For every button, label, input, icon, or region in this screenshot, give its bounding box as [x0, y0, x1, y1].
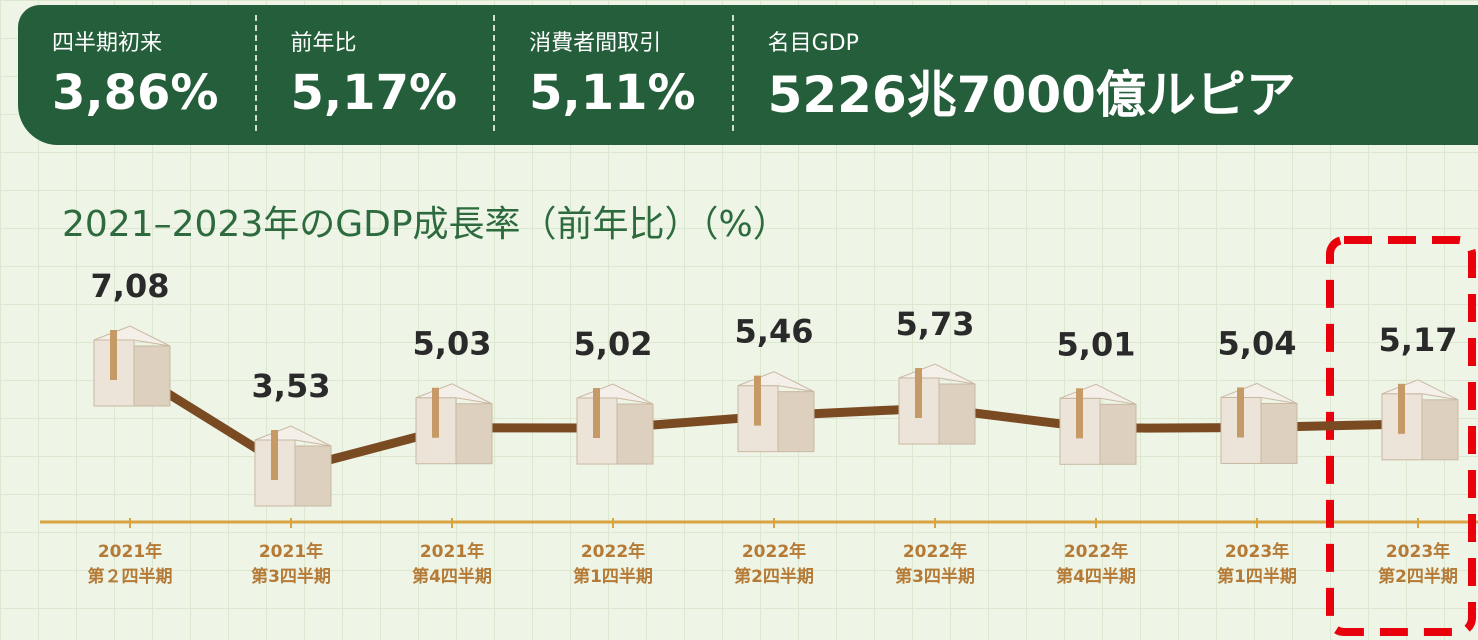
box-front	[1422, 400, 1458, 460]
box-front	[617, 404, 653, 464]
value-label: 7,08	[91, 267, 170, 305]
box-tape	[1237, 387, 1244, 437]
box-marker	[94, 326, 170, 406]
box-marker	[1221, 383, 1297, 463]
box-front	[295, 446, 331, 506]
box-front	[1261, 403, 1297, 463]
value-label: 5,46	[735, 313, 814, 351]
box-front	[134, 346, 170, 406]
value-label: 5,02	[574, 325, 653, 363]
value-label: 5,03	[413, 325, 492, 363]
box-marker	[255, 426, 331, 506]
box-tape	[915, 368, 922, 418]
box-tape	[271, 430, 278, 480]
x-tick-label: 2022年 第3四半期	[865, 540, 1005, 590]
value-label: 5,73	[896, 305, 975, 343]
x-tick-label: 2021年 第4四半期	[382, 540, 522, 590]
box-marker	[577, 384, 653, 464]
box-front	[456, 404, 492, 464]
box-tape	[754, 376, 761, 426]
box-tape	[1398, 384, 1405, 434]
value-label: 5,04	[1218, 324, 1297, 362]
value-label: 5,01	[1057, 325, 1136, 363]
box-tape	[432, 388, 439, 438]
box-marker	[1060, 384, 1136, 464]
x-tick-label: 2022年 第2四半期	[704, 540, 844, 590]
x-tick-label: 2021年 第3四半期	[221, 540, 361, 590]
x-tick-label: 2022年 第4四半期	[1026, 540, 1166, 590]
x-tick-label: 2021年 第２四半期	[60, 540, 200, 590]
page: 四半期初来3,86% 前年比5,17% 消費者間取引5,11% 名目GDP522…	[0, 0, 1478, 640]
box-front	[778, 392, 814, 452]
box-marker	[899, 364, 975, 444]
box-tape	[110, 330, 117, 380]
x-tick-label: 2023年 第2四半期	[1348, 540, 1478, 590]
x-tick-label: 2023年 第1四半期	[1187, 540, 1327, 590]
box-marker	[1382, 380, 1458, 460]
box-front	[1100, 404, 1136, 464]
chart-title: 2021–2023年のGDP成長率（前年比）（%）	[62, 204, 789, 245]
value-label: 5,17	[1379, 321, 1458, 359]
box-tape	[1076, 388, 1083, 438]
box-marker	[416, 384, 492, 464]
box-front	[939, 384, 975, 444]
box-marker	[738, 372, 814, 452]
box-tape	[593, 388, 600, 438]
value-label: 3,53	[252, 367, 331, 405]
x-tick-label: 2022年 第1四半期	[543, 540, 683, 590]
